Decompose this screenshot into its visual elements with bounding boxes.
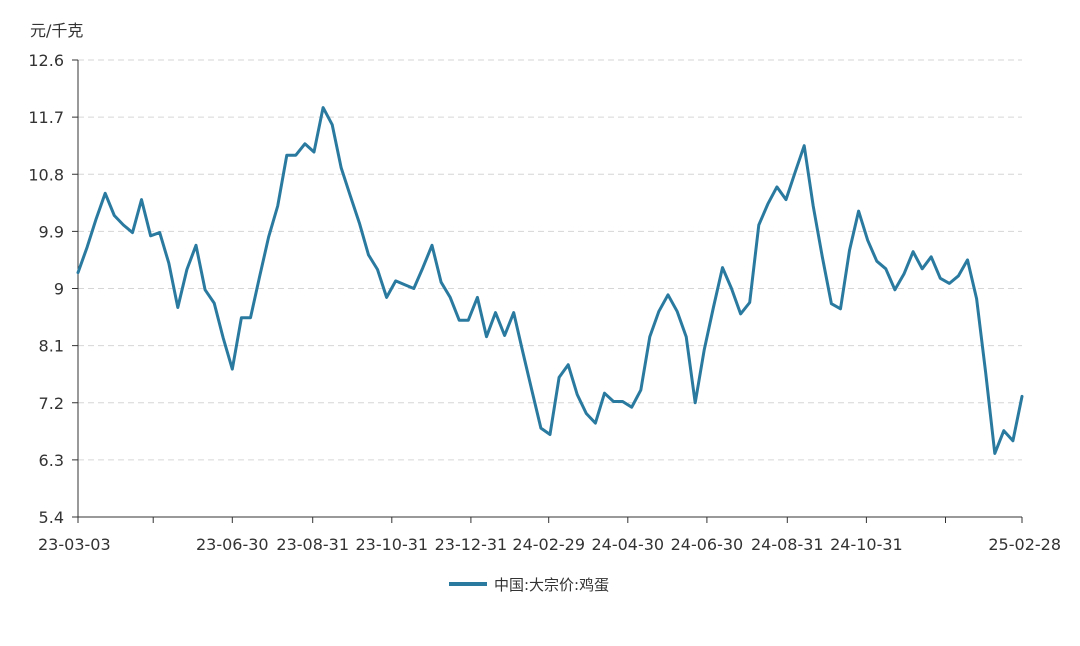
x-tick-label: 24-06-30: [671, 535, 744, 554]
legend[interactable]: 中国:大宗价:鸡蛋: [449, 576, 609, 594]
x-tick-label: 23-12-31: [435, 535, 508, 554]
y-tick-label: 10.8: [28, 165, 64, 184]
x-tick-label: 24-02-29: [512, 535, 585, 554]
y-tick-label: 12.6: [28, 51, 64, 70]
grid-lines: [78, 59, 1022, 461]
x-tick-label: 24-08-31: [751, 535, 824, 554]
x-tick-label: 23-03-03: [38, 535, 111, 554]
x-tick-label: 24-04-30: [591, 535, 664, 554]
series-line: [76, 106, 1024, 455]
x-tick-label: 23-08-31: [276, 535, 349, 554]
y-tick-label: 7.2: [39, 394, 64, 413]
x-axis: 23-03-03 23-06-30 23-08-31 23-10-31 23-12-31…: [38, 516, 1061, 554]
series-layer: [76, 106, 1024, 455]
y-tick-label: 8.1: [39, 337, 64, 356]
legend-label: 中国:大宗价:鸡蛋: [494, 576, 609, 594]
x-tick-label: 24-10-31: [830, 535, 903, 554]
x-tick-label: 23-06-30: [196, 535, 269, 554]
y-tick-label: 6.3: [39, 451, 64, 470]
y-tick-label: 11.7: [28, 108, 64, 127]
y-tick-label: 9.9: [39, 222, 64, 241]
y-tick-label: 9: [54, 280, 64, 299]
y-tick-label: 5.4: [39, 508, 64, 527]
x-tick-label: 23-10-31: [355, 535, 428, 554]
x-tick-label: 25-02-28: [988, 535, 1061, 554]
y-axis: 12.6 11.7 10.8 9.9 9 8.1 7.2 6.3 5.4: [28, 51, 79, 527]
y-axis-unit-label: 元/千克: [30, 21, 83, 40]
